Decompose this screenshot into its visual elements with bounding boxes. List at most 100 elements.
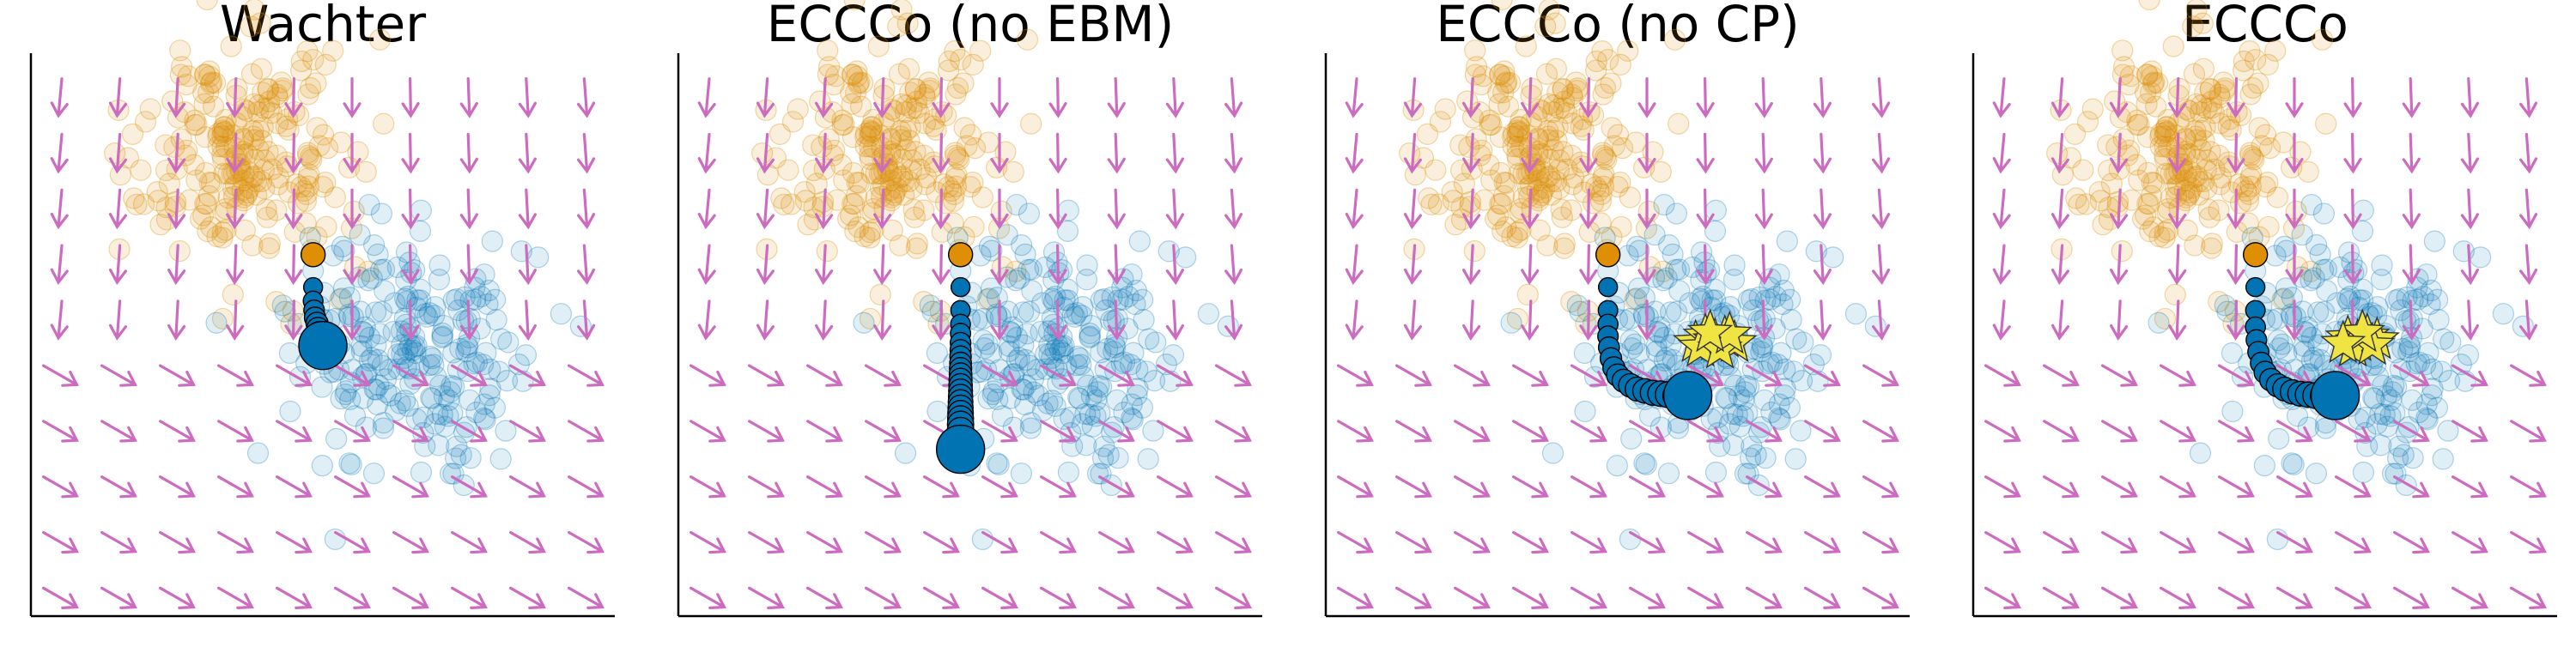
blue-point xyxy=(1739,447,1762,469)
blue-point xyxy=(2406,288,2429,311)
field-arrow xyxy=(226,188,245,230)
orange-point xyxy=(240,63,264,85)
field-arrow xyxy=(100,586,137,609)
orange-point xyxy=(1532,160,1554,183)
orange-point xyxy=(841,126,864,148)
blue-point xyxy=(1121,393,1143,415)
panel-title: ECCCo (no CP) xyxy=(1436,0,1799,53)
blue-point xyxy=(1660,301,1682,324)
blue-point xyxy=(1023,381,1045,403)
orange-point xyxy=(1535,63,1558,85)
orange-point xyxy=(1546,170,1568,193)
blue-point xyxy=(1080,385,1103,408)
orange-point xyxy=(2254,176,2276,198)
orange-point xyxy=(211,221,234,244)
orange-point xyxy=(2239,40,2261,63)
field-arrow xyxy=(2335,364,2372,387)
orange-point xyxy=(914,173,937,196)
blue-point xyxy=(1657,463,1680,485)
orange-point xyxy=(971,186,993,209)
orange-point xyxy=(217,187,240,209)
orange-point xyxy=(848,216,870,239)
blue-point xyxy=(443,376,465,398)
blue-point xyxy=(337,303,361,325)
orange-point xyxy=(312,176,334,198)
orange-point xyxy=(898,170,920,193)
orange-point xyxy=(1464,39,1486,62)
star-marker xyxy=(2320,319,2366,364)
field-arrow xyxy=(451,475,488,499)
field-arrow xyxy=(806,586,843,609)
field-arrow xyxy=(981,420,1018,443)
orange-point xyxy=(1668,112,1690,135)
orange-point xyxy=(2112,128,2135,150)
blue-point xyxy=(416,305,439,328)
blue-point xyxy=(2372,374,2394,396)
field-arrow xyxy=(1521,188,1540,230)
orange-point xyxy=(2239,175,2262,197)
field-arrow xyxy=(2393,586,2430,609)
orange-point xyxy=(2200,237,2223,259)
orange-point xyxy=(859,136,881,158)
blue-point xyxy=(471,354,495,376)
blue-point xyxy=(459,389,481,411)
orange-point xyxy=(2148,225,2171,248)
field-arrow xyxy=(1345,77,1364,118)
field-arrow xyxy=(167,77,186,118)
orange-point xyxy=(1516,283,1539,305)
blue-point xyxy=(409,220,432,242)
orange-point xyxy=(2137,193,2160,215)
field-arrow xyxy=(100,475,137,499)
orange-point xyxy=(938,59,960,82)
field-arrow xyxy=(1746,530,1783,554)
orange-point xyxy=(220,35,242,57)
orange-point xyxy=(2089,190,2111,212)
orange-point xyxy=(1585,59,1607,82)
blue-point xyxy=(1085,389,1108,411)
blue-point xyxy=(450,444,472,466)
orange-point xyxy=(1427,193,1450,215)
field-arrow xyxy=(1345,244,1364,286)
blue-point xyxy=(1197,303,1220,325)
field-arrow xyxy=(1754,244,1773,286)
orange-point xyxy=(266,87,289,109)
blue-point xyxy=(1117,285,1139,308)
field-arrow xyxy=(334,364,371,387)
field-arrow xyxy=(108,188,127,230)
orange-point xyxy=(1470,73,1492,96)
orange-point xyxy=(777,159,799,181)
orange-point xyxy=(1592,167,1614,190)
blue-point xyxy=(2412,285,2434,308)
blue-point xyxy=(1774,358,1796,380)
blue-point xyxy=(1753,389,1776,411)
orange-point xyxy=(246,184,268,206)
orange-point xyxy=(890,165,914,188)
blue-point xyxy=(483,396,507,419)
field-arrow xyxy=(108,244,127,286)
orange-point xyxy=(175,73,197,96)
blue-point xyxy=(1048,339,1072,361)
blue-point xyxy=(1060,406,1082,429)
field-arrow xyxy=(284,244,303,286)
blue-point xyxy=(1722,402,1744,426)
blue-point xyxy=(1722,269,1746,291)
orange-point xyxy=(169,63,191,86)
orange-point xyxy=(1501,225,1523,248)
orange-point xyxy=(904,77,927,100)
blue-point xyxy=(1780,309,1802,331)
blue-point xyxy=(1690,290,1713,313)
orange-point xyxy=(177,65,200,88)
blue-point xyxy=(389,392,411,414)
field-arrow xyxy=(2218,475,2255,499)
panel-title: ECCCo (no EBM) xyxy=(767,0,1174,53)
field-arrow xyxy=(2451,586,2488,609)
orange-point xyxy=(2209,173,2232,196)
field-arrow xyxy=(343,77,361,118)
orange-point xyxy=(301,148,323,171)
blue-point xyxy=(1679,292,1701,314)
orange-point xyxy=(943,183,965,205)
counterfactual-point xyxy=(1662,371,1713,420)
blue-point xyxy=(1789,420,1812,442)
field-arrow xyxy=(1165,77,1184,118)
orange-point xyxy=(1590,183,1613,205)
